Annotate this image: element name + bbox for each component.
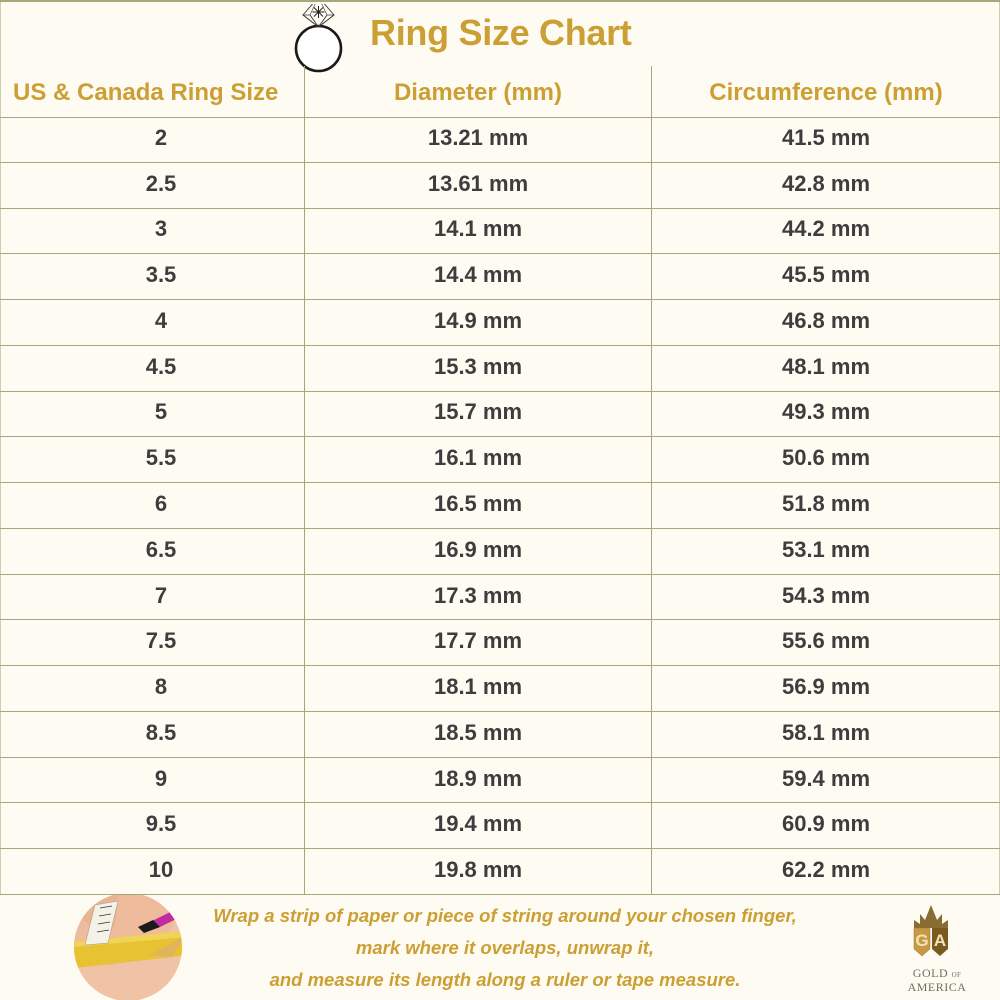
svg-text:A: A [934,931,946,950]
svg-text:G: G [915,931,928,950]
